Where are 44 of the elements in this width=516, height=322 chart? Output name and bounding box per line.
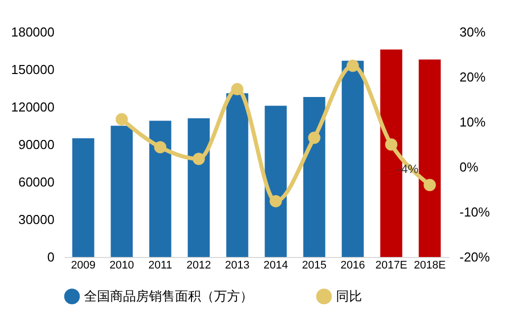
- data-label: -4%: [397, 162, 419, 176]
- y2-tick-label: 20%: [460, 70, 486, 84]
- y2-tick-label: -20%: [460, 250, 490, 264]
- bar: [72, 138, 94, 257]
- x-tick-label: 2013: [225, 260, 250, 272]
- y-tick-label: 60000: [18, 174, 54, 190]
- bar: [226, 93, 248, 257]
- point: [385, 138, 398, 151]
- point: [231, 83, 244, 96]
- point: [424, 178, 436, 192]
- y-tick-label: 120000: [11, 100, 54, 114]
- legend-label: 全国商品房销售面积（万方）: [84, 288, 253, 304]
- x-tick-label: 2012: [186, 260, 211, 272]
- x-tick-label: 2009: [71, 260, 96, 272]
- point: [346, 60, 359, 72]
- legend-label: 同比: [336, 288, 362, 304]
- bar: [303, 97, 326, 257]
- y-tick-label: 90000: [18, 137, 54, 152]
- y2-tick-label: 0%: [460, 160, 479, 174]
- y-tick-label: 30000: [18, 212, 54, 227]
- bar: [342, 60, 364, 257]
- x-tick-label: 2018E: [414, 260, 446, 272]
- bar: [264, 106, 287, 257]
- x-tick-label: 2010: [110, 260, 134, 272]
- x-tick-label: 2017E: [375, 260, 408, 272]
- point: [116, 113, 128, 126]
- x-tick-label: 2014: [264, 260, 288, 272]
- point: [270, 195, 282, 208]
- point: [308, 132, 320, 144]
- y2-tick-label: -10%: [460, 204, 490, 220]
- bar: [418, 60, 441, 257]
- x-tick-label: 2016: [340, 260, 365, 272]
- bar: [149, 120, 172, 257]
- y-tick-label: 150000: [11, 62, 54, 77]
- x-tick-label: 2011: [148, 260, 172, 272]
- y-tick-label: 0: [47, 250, 54, 264]
- bar: [110, 126, 133, 257]
- y2-tick-label: 10%: [460, 114, 486, 130]
- bar: [188, 118, 210, 257]
- y-tick-label: 180000: [11, 24, 54, 40]
- point: [154, 141, 166, 154]
- y2-tick-label: 30%: [460, 24, 486, 40]
- x-tick-label: 2015: [302, 260, 326, 272]
- point: [192, 152, 205, 166]
